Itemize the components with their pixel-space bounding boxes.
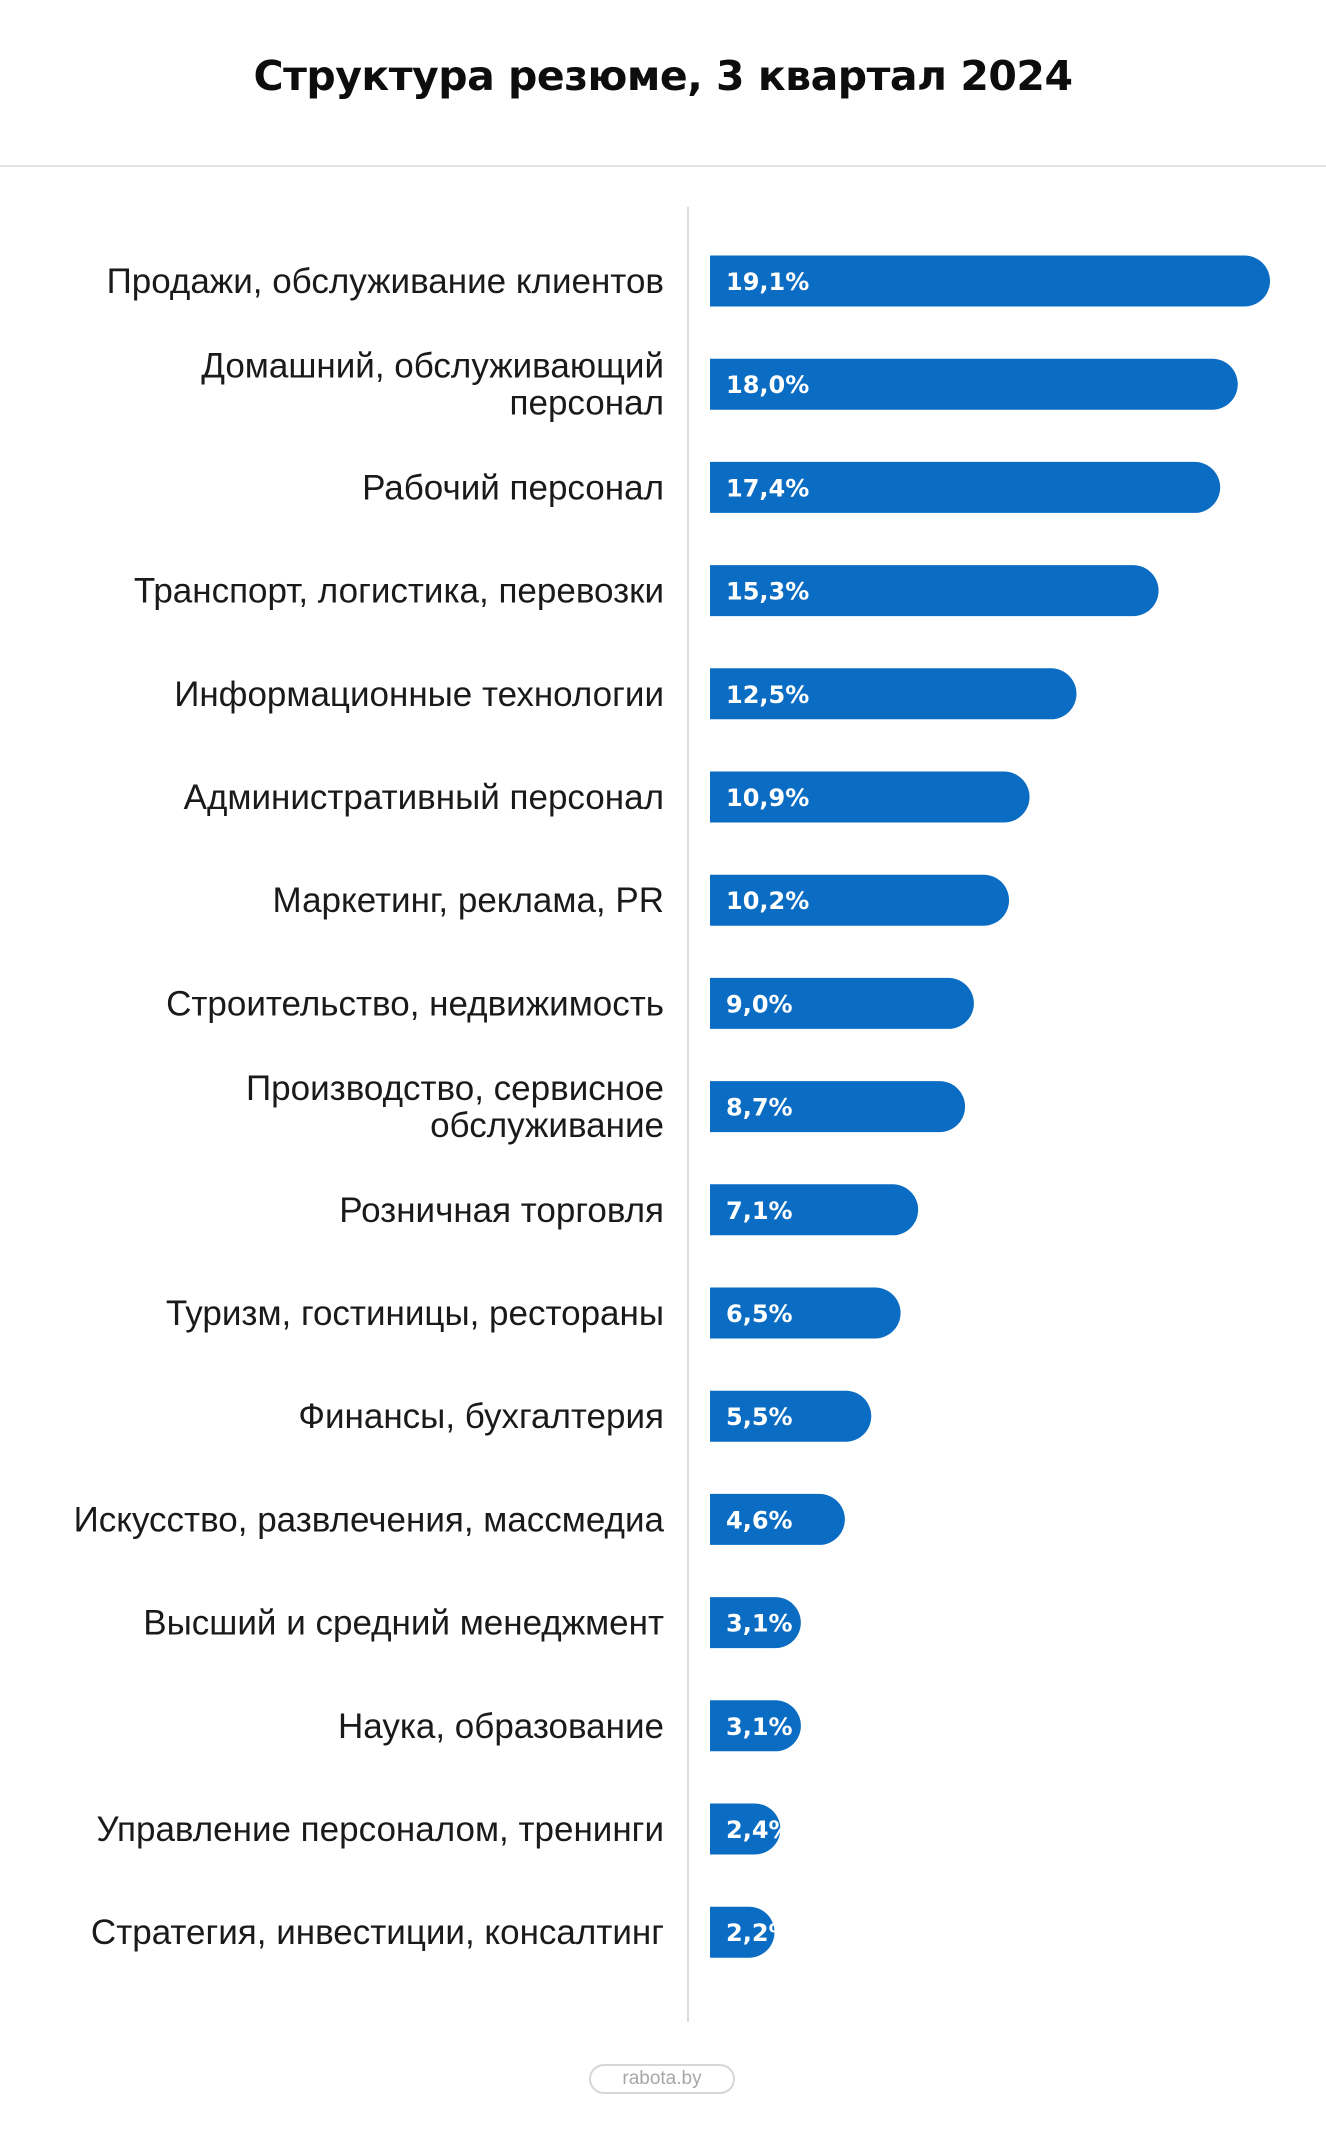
bar [710, 977, 974, 1029]
value-label: 4,6% [726, 1506, 793, 1534]
category-label: Транспорт, логистика, перевозки [134, 572, 664, 611]
value-label: 7,1% [726, 1197, 793, 1225]
value-label: 15,3% [726, 578, 809, 606]
bar [710, 1906, 775, 1958]
chart-title: Структура резюме, 3 квартал 2024 [253, 52, 1073, 100]
value-label: 10,2% [726, 887, 809, 915]
category-label: Наука, образование [338, 1707, 664, 1746]
bar [710, 1700, 801, 1752]
category-label: Высший и средний менеджмент [143, 1604, 664, 1643]
bar [710, 1597, 801, 1649]
bar [710, 461, 1221, 513]
category-label: Рабочий персонал [362, 468, 664, 507]
category-label: Административный персонал [184, 778, 664, 817]
category-label: Искусство, развлечения, массмедиа [74, 1500, 665, 1539]
value-label: 10,9% [726, 784, 809, 812]
bar [710, 255, 1271, 307]
bar [710, 1184, 919, 1236]
header-divider [0, 165, 1326, 167]
bar [710, 668, 1077, 720]
category-label: Строительство, недвижимость [166, 984, 664, 1023]
bar [710, 874, 1010, 926]
category-label: Информационные технологии [174, 675, 664, 714]
bar [710, 1287, 901, 1339]
value-label: 3,1% [726, 1610, 793, 1638]
category-label: Туризм, гостиницы, рестораны [166, 1294, 664, 1333]
value-label: 17,4% [726, 474, 809, 502]
bar [710, 1803, 781, 1855]
category-label: Продажи, обслуживание клиентов [107, 262, 664, 301]
value-label: 18,0% [726, 371, 809, 399]
value-label: 19,1% [726, 268, 809, 296]
bar [710, 1493, 845, 1545]
category-label: Стратегия, инвестиции, консалтинг [91, 1913, 664, 1952]
category-label: Домашний, обслуживающий персонал [201, 347, 664, 423]
category-label: Финансы, бухгалтерия [298, 1397, 664, 1436]
bar [710, 358, 1238, 410]
category-label: Производство, сервисное обслуживание [246, 1069, 664, 1145]
bar [710, 1390, 872, 1442]
value-label: 2,4% [726, 1816, 793, 1844]
value-label: 12,5% [726, 681, 809, 709]
value-label: 2,2% [726, 1919, 793, 1947]
value-label: 9,0% [726, 990, 793, 1018]
value-label: 8,7% [726, 1094, 793, 1122]
bar [710, 771, 1030, 823]
category-label: Розничная торговля [339, 1191, 664, 1230]
bar [710, 565, 1159, 617]
value-label: 5,5% [726, 1403, 793, 1431]
value-label: 6,5% [726, 1300, 793, 1328]
source-badge: rabota.by [589, 2064, 735, 2094]
value-label: 3,1% [726, 1713, 793, 1741]
bar [710, 1081, 966, 1133]
category-label: Маркетинг, реклама, PR [273, 881, 664, 920]
category-label: Управление персоналом, тренинги [96, 1810, 664, 1849]
